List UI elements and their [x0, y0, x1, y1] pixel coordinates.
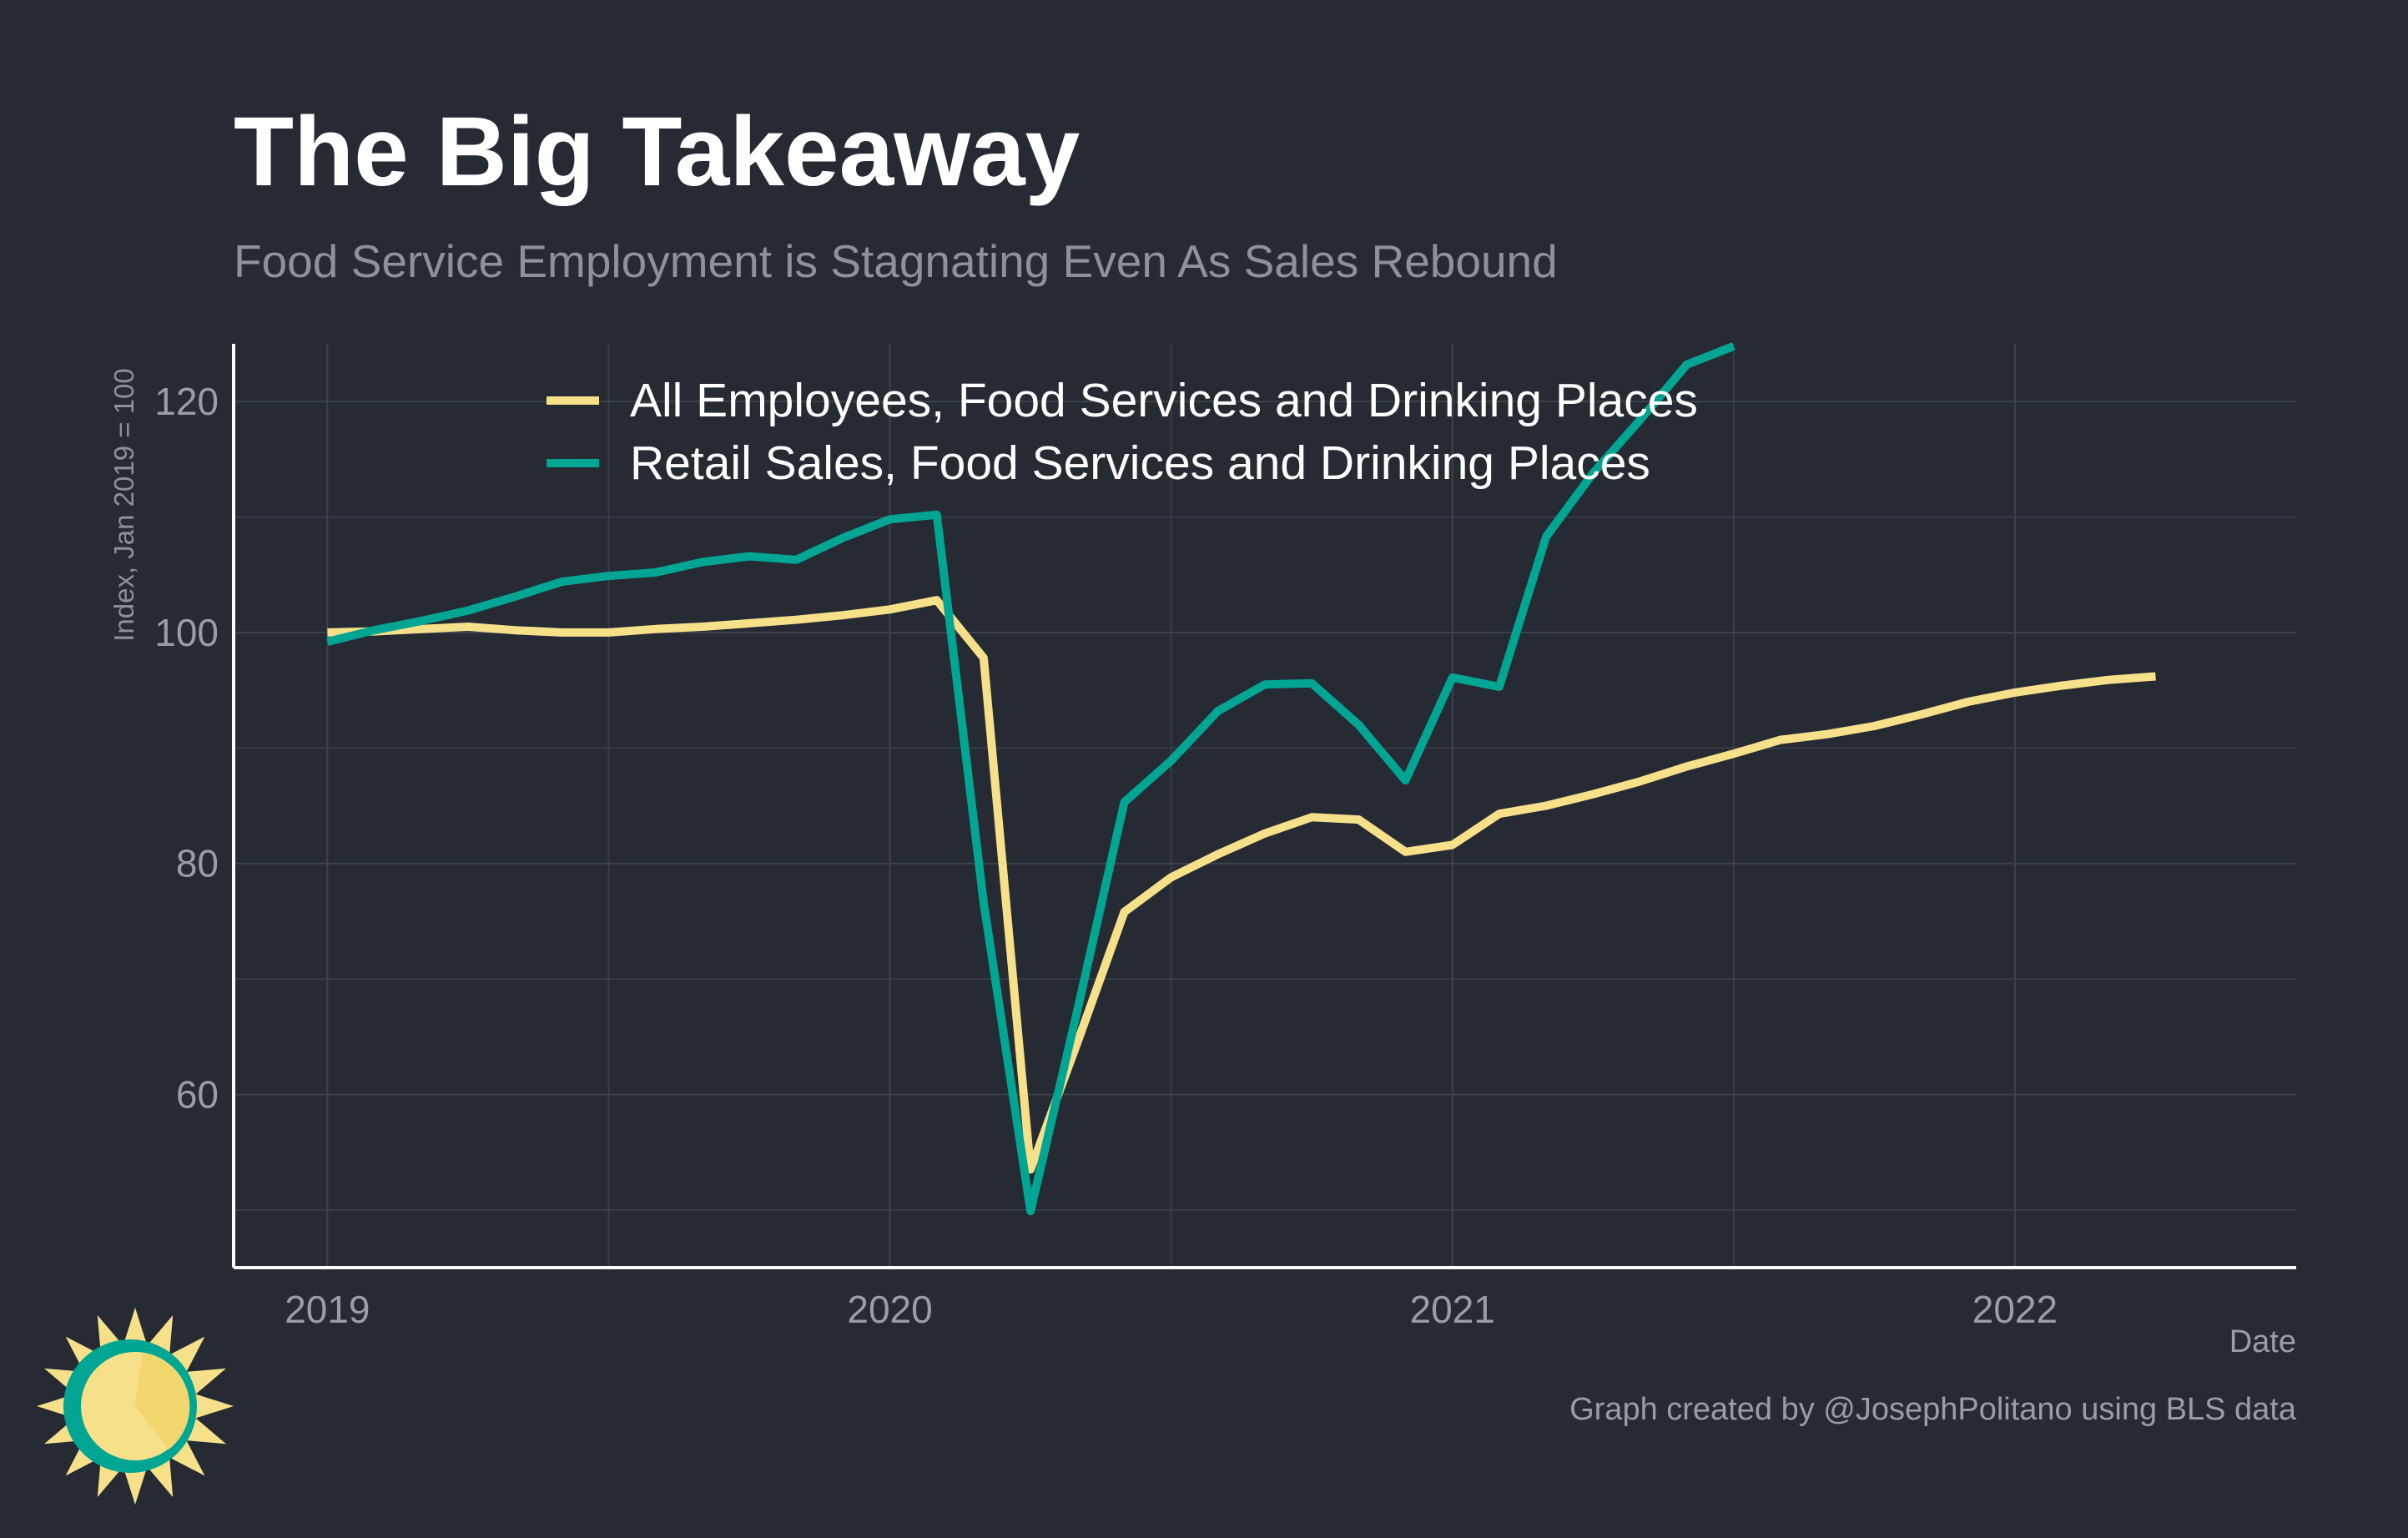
sun-clock-logo-icon [37, 1308, 234, 1505]
chart-subtitle: Food Service Employment is Stagnating Ev… [234, 235, 1558, 287]
x-tick-labels: 2019 2020 2021 2022 [285, 1288, 2058, 1331]
logo-clock-wedge [135, 1353, 190, 1450]
y-tick-label: 120 [154, 380, 219, 423]
x-tick-label: 2021 [1410, 1288, 1495, 1331]
plot-lines [326, 342, 2156, 1216]
caption: Graph created by @JosephPolitano using B… [1569, 1392, 2297, 1427]
chart-title: The Big Takeaway [234, 97, 1080, 207]
y-tick-label: 100 [154, 611, 219, 654]
axes [232, 344, 2296, 1269]
legend-label-sales: Retail Sales, Food Services and Drinking… [630, 436, 1650, 490]
x-tick-label: 2019 [285, 1288, 370, 1331]
employment-line [327, 596, 2156, 1174]
y-axis-label: Index, Jan 2019 = 100 [108, 368, 139, 642]
y-tick-label: 80 [176, 842, 219, 885]
y-tick-label: 60 [176, 1072, 219, 1116]
x-tick-label: 2022 [1972, 1288, 2058, 1331]
x-axis-label: Date [2229, 1324, 2296, 1359]
legend: All Employees, Food Services and Drinkin… [547, 374, 1698, 490]
sales-line [326, 342, 1735, 1216]
x-tick-label: 2020 [847, 1288, 932, 1331]
legend-label-employment: All Employees, Food Services and Drinkin… [630, 374, 1698, 427]
y-tick-labels: 60 80 100 120 [154, 380, 219, 1116]
